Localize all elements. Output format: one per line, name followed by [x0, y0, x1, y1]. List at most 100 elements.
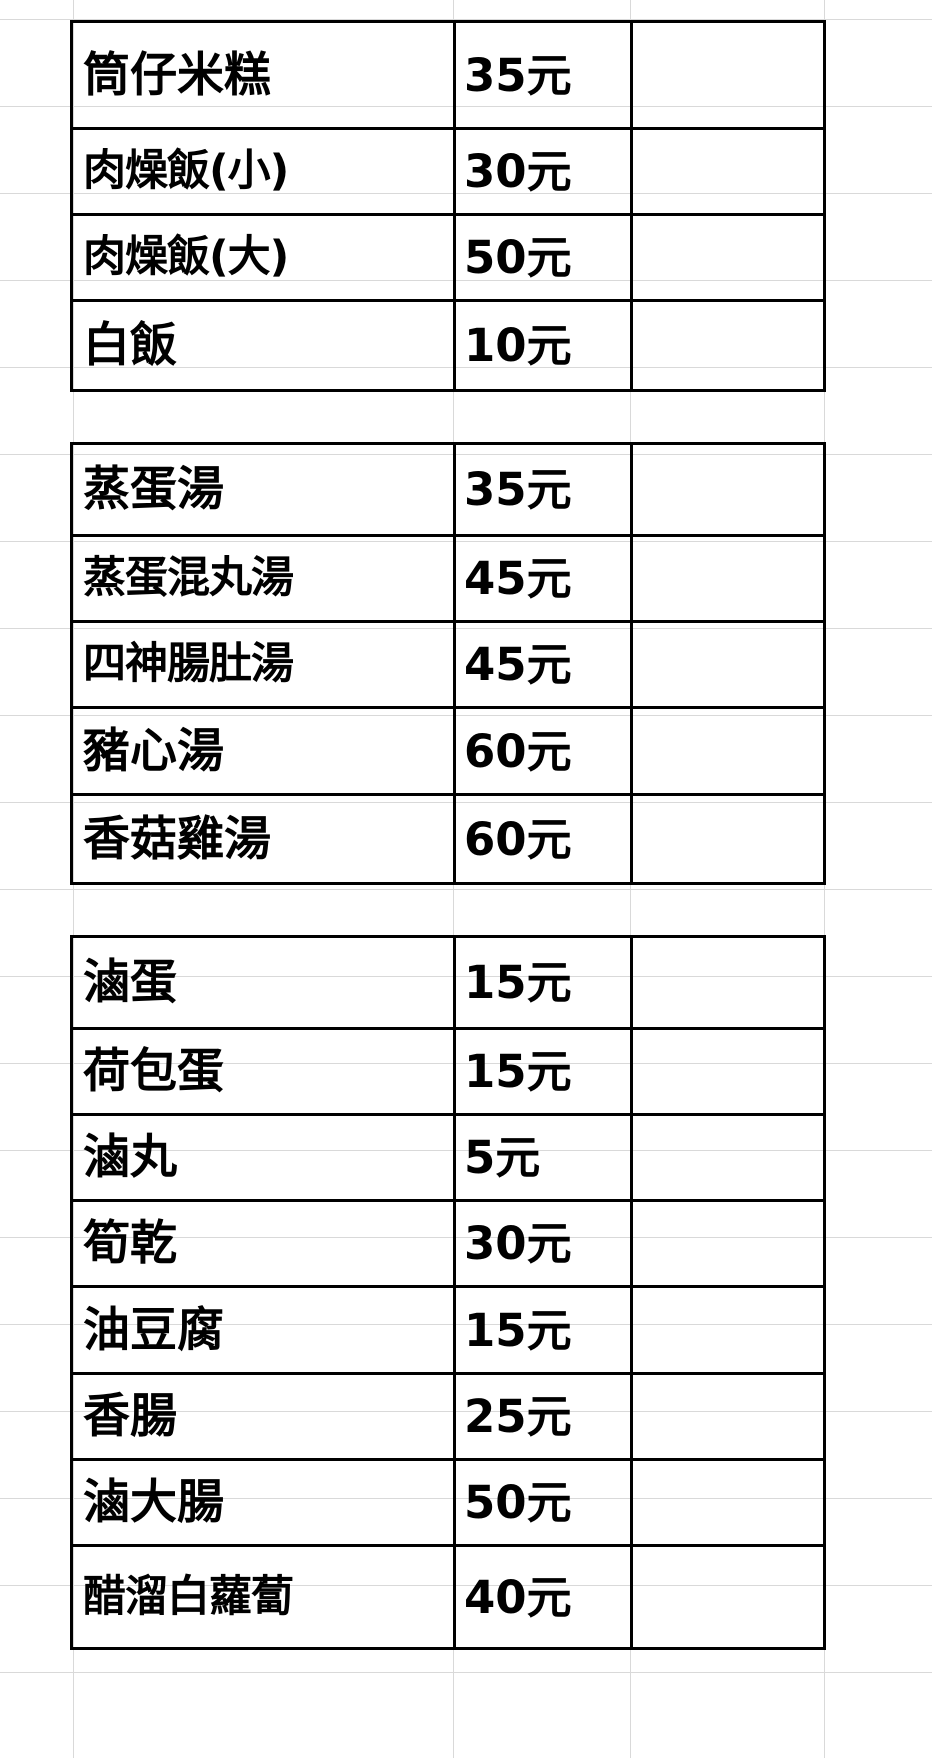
cell-item-price[interactable]: 50元 — [456, 1461, 633, 1544]
item-name-text: 蒸蛋混丸湯 — [83, 553, 294, 603]
cell-item-note[interactable] — [633, 216, 823, 299]
cell-item-name[interactable]: 肉燥飯(大) — [73, 216, 456, 299]
section-gap-2 — [70, 885, 826, 935]
cell-item-name[interactable]: 豬心湯 — [73, 709, 456, 793]
item-price-text: 35元 — [464, 463, 572, 516]
item-name-text: 荷包蛋 — [83, 1044, 224, 1099]
cell-item-price[interactable]: 5元 — [456, 1116, 633, 1199]
item-name-text: 滷大腸 — [83, 1475, 224, 1530]
table-row[interactable]: 白飯 10元 — [73, 302, 823, 389]
table-row[interactable]: 滷蛋 15元 — [73, 938, 823, 1030]
cell-item-name[interactable]: 白飯 — [73, 302, 456, 389]
table-row[interactable]: 滷丸 5元 — [73, 1116, 823, 1202]
row-gridline-8 — [0, 715, 932, 716]
cell-item-name[interactable]: 滷丸 — [73, 1116, 456, 1199]
cell-item-price[interactable]: 50元 — [456, 216, 633, 299]
cell-item-name[interactable]: 香腸 — [73, 1375, 456, 1458]
cell-item-note[interactable] — [633, 1288, 823, 1372]
table-row[interactable]: 荷包蛋 15元 — [73, 1030, 823, 1116]
table-row[interactable]: 蒸蛋湯 35元 — [73, 445, 823, 537]
row-gridline-1 — [0, 106, 932, 107]
cell-item-price[interactable]: 30元 — [456, 130, 633, 213]
cell-item-price[interactable]: 60元 — [456, 796, 633, 882]
cell-item-price[interactable]: 25元 — [456, 1375, 633, 1458]
row-gridline-15 — [0, 1324, 932, 1325]
cell-item-price[interactable]: 35元 — [456, 445, 633, 534]
table-row[interactable]: 豬心湯 60元 — [73, 709, 823, 796]
cell-item-price[interactable]: 35元 — [456, 23, 633, 127]
row-gridline-7 — [0, 628, 932, 629]
row-gridline-9 — [0, 802, 932, 803]
cell-item-name[interactable]: 醋溜白蘿蔔 — [73, 1547, 456, 1647]
item-price-text: 5元 — [464, 1131, 541, 1184]
cell-item-note[interactable] — [633, 623, 823, 706]
section-gap-1 — [70, 392, 826, 442]
item-name-text: 油豆腐 — [83, 1302, 224, 1358]
item-name-text: 四神腸肚湯 — [83, 639, 294, 689]
cell-item-note[interactable] — [633, 1030, 823, 1113]
cell-item-note[interactable] — [633, 1547, 823, 1647]
row-gridline-11 — [0, 976, 932, 977]
item-price-text: 15元 — [464, 1045, 572, 1098]
item-price-text: 40元 — [464, 1570, 572, 1624]
table-row[interactable]: 筒仔米糕 35元 — [73, 23, 823, 130]
item-name-text: 蒸蛋湯 — [83, 462, 224, 517]
cell-item-price[interactable]: 45元 — [456, 537, 633, 620]
cell-item-note[interactable] — [633, 1375, 823, 1458]
item-name-text: 肉燥飯(大) — [83, 232, 289, 282]
row-gridline-16 — [0, 1411, 932, 1412]
cell-item-note[interactable] — [633, 445, 823, 534]
cell-item-name[interactable]: 蒸蛋湯 — [73, 445, 456, 534]
cell-item-note[interactable] — [633, 796, 823, 882]
cell-item-note[interactable] — [633, 1202, 823, 1285]
cell-item-note[interactable] — [633, 1461, 823, 1544]
cell-item-price[interactable]: 30元 — [456, 1202, 633, 1285]
table-row[interactable]: 蒸蛋混丸湯 45元 — [73, 537, 823, 623]
cell-item-name[interactable]: 肉燥飯(小) — [73, 130, 456, 213]
item-price-text: 10元 — [464, 319, 572, 372]
cell-item-name[interactable]: 滷蛋 — [73, 938, 456, 1027]
cell-item-name[interactable]: 筒仔米糕 — [73, 23, 456, 127]
table-row[interactable]: 香腸 25元 — [73, 1375, 823, 1461]
cell-item-price[interactable]: 45元 — [456, 623, 633, 706]
row-gridline-19 — [0, 1672, 932, 1673]
cell-item-note[interactable] — [633, 709, 823, 793]
cell-item-price[interactable]: 10元 — [456, 302, 633, 389]
cell-item-name[interactable]: 四神腸肚湯 — [73, 623, 456, 706]
table-row[interactable]: 筍乾 30元 — [73, 1202, 823, 1288]
column-gridline-0 — [73, 0, 74, 1758]
cell-item-note[interactable] — [633, 1116, 823, 1199]
table-row[interactable]: 肉燥飯(小) 30元 — [73, 130, 823, 216]
item-price-text: 15元 — [464, 956, 572, 1009]
table-row[interactable]: 香菇雞湯 60元 — [73, 796, 823, 882]
cell-item-note[interactable] — [633, 537, 823, 620]
row-gridline-5 — [0, 454, 932, 455]
cell-item-note[interactable] — [633, 23, 823, 127]
cell-item-note[interactable] — [633, 938, 823, 1027]
item-name-text: 豬心湯 — [83, 723, 224, 779]
table-row[interactable]: 醋溜白蘿蔔 40元 — [73, 1547, 823, 1647]
cell-item-name[interactable]: 荷包蛋 — [73, 1030, 456, 1113]
cell-item-name[interactable]: 油豆腐 — [73, 1288, 456, 1372]
table-row[interactable]: 滷大腸 50元 — [73, 1461, 823, 1547]
item-price-text: 45元 — [464, 552, 572, 605]
cell-item-name[interactable]: 滷大腸 — [73, 1461, 456, 1544]
item-price-text: 35元 — [464, 48, 572, 102]
cell-item-price[interactable]: 40元 — [456, 1547, 633, 1647]
cell-item-name[interactable]: 蒸蛋混丸湯 — [73, 537, 456, 620]
cell-item-price[interactable]: 15元 — [456, 1030, 633, 1113]
cell-item-price[interactable]: 15元 — [456, 1288, 633, 1372]
cell-item-name[interactable]: 筍乾 — [73, 1202, 456, 1285]
cell-item-name[interactable]: 香菇雞湯 — [73, 796, 456, 882]
cell-item-price[interactable]: 60元 — [456, 709, 633, 793]
item-name-text: 筒仔米糕 — [83, 47, 271, 103]
table-row[interactable]: 四神腸肚湯 45元 — [73, 623, 823, 709]
table-row[interactable]: 油豆腐 15元 — [73, 1288, 823, 1375]
table-row[interactable]: 肉燥飯(大) 50元 — [73, 216, 823, 302]
item-price-text: 15元 — [464, 1303, 572, 1357]
row-gridline-4 — [0, 367, 932, 368]
cell-item-price[interactable]: 15元 — [456, 938, 633, 1027]
cell-item-note[interactable] — [633, 130, 823, 213]
item-price-text: 50元 — [464, 231, 572, 284]
cell-item-note[interactable] — [633, 302, 823, 389]
